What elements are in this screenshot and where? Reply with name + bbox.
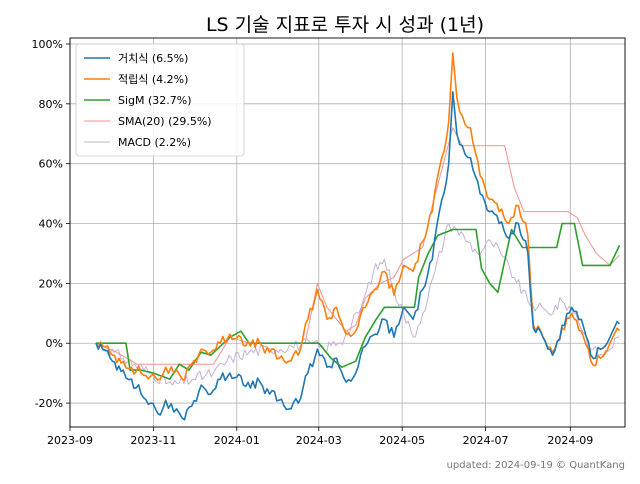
x-tick-label: 2024-01 — [214, 434, 260, 447]
y-tick-label: -20% — [35, 397, 63, 410]
y-tick-label: 80% — [39, 98, 63, 111]
series-line-SigM — [96, 222, 621, 380]
x-tick-label: 2024-09 — [547, 434, 593, 447]
y-tick-label: 40% — [39, 218, 63, 231]
legend-box — [75, 43, 245, 157]
footer-updated-text: updated: 2024-09-19 © QuantKang — [447, 460, 625, 471]
chart-title: LS 기술 지표로 투자 시 성과 (1년) — [206, 14, 484, 36]
series-layer — [95, 52, 621, 421]
series-line-거치식 — [95, 91, 621, 421]
x-tick-label: 2023-09 — [47, 434, 93, 447]
x-tick-label: 2024-03 — [296, 434, 342, 447]
legend-label: SMA(20) (29.5%) — [118, 115, 212, 128]
x-tick-label: 2024-07 — [463, 434, 509, 447]
tick-layer: -20% 0% 20% 40% 60% 80% 100% 2023-09 2023-11 2024… — [32, 38, 594, 447]
legend-label: MACD (2.2%) — [118, 136, 191, 149]
legend-label: 적립식 (4.2%) — [118, 73, 188, 86]
y-tick-label: 60% — [39, 158, 63, 171]
legend: 거치식 (6.5%) 적립식 (4.2%) SigM (32.7%) SMA(20) … — [75, 43, 245, 157]
legend-label: 거치식 (6.5%) — [118, 52, 188, 65]
x-tick-label: 2023-11 — [130, 434, 176, 447]
y-tick-label: 20% — [39, 277, 63, 290]
x-tick-label: 2024-05 — [379, 434, 425, 447]
y-tick-label: 100% — [32, 38, 63, 51]
legend-label: SigM (32.7%) — [118, 94, 192, 107]
plot-frame — [69, 37, 626, 428]
y-tick-label: 0% — [46, 337, 63, 350]
